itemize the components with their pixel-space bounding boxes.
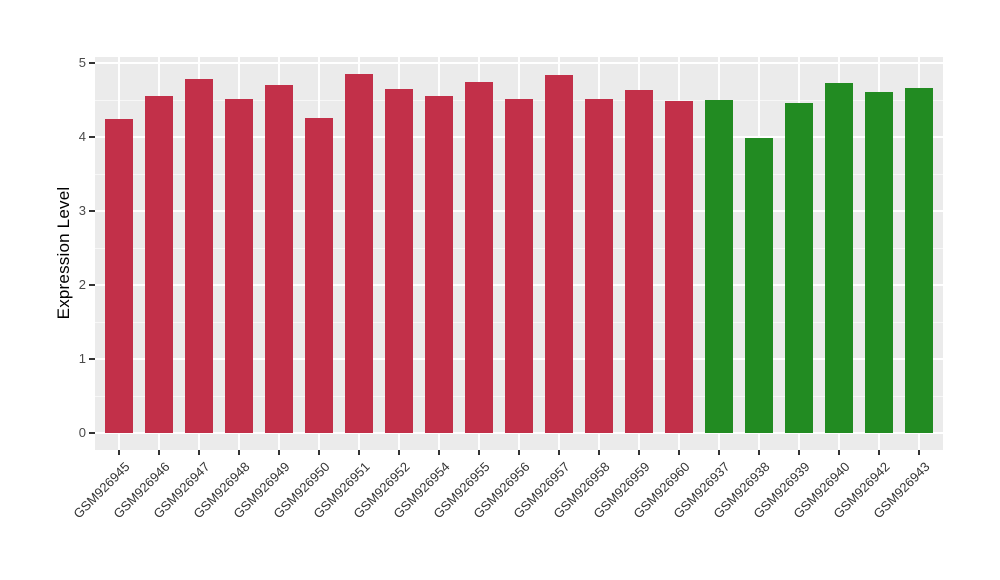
- bar: [665, 100, 693, 433]
- plot-panel: [95, 57, 943, 450]
- x-tick: [358, 450, 360, 455]
- bar: [145, 96, 173, 433]
- y-tick: [89, 210, 95, 212]
- x-tick: [918, 450, 920, 455]
- bar: [345, 74, 373, 433]
- bar: [905, 88, 933, 433]
- y-tick: [89, 358, 95, 360]
- y-tick: [89, 62, 95, 64]
- bar: [265, 85, 293, 433]
- bar: [625, 90, 653, 433]
- y-tick: [89, 284, 95, 286]
- x-tick: [438, 450, 440, 455]
- bar: [865, 91, 893, 433]
- y-tick: [89, 136, 95, 138]
- y-tick-label: 5: [78, 55, 86, 70]
- y-tick-label: 2: [78, 277, 86, 292]
- x-tick: [398, 450, 400, 455]
- x-tick: [638, 450, 640, 455]
- bar: [425, 95, 453, 433]
- y-tick-label: 0: [78, 425, 86, 440]
- bar: [505, 99, 533, 433]
- x-tick: [118, 450, 120, 455]
- bar: [705, 100, 733, 433]
- x-tick: [678, 450, 680, 455]
- x-tick: [518, 450, 520, 455]
- x-tick: [598, 450, 600, 455]
- x-tick: [158, 450, 160, 455]
- x-tick: [878, 450, 880, 455]
- bar: [585, 99, 613, 433]
- bar: [785, 102, 813, 433]
- bar: [305, 117, 333, 433]
- bar: [745, 138, 773, 433]
- x-tick: [758, 450, 760, 455]
- y-tick: [89, 432, 95, 434]
- x-tick: [318, 450, 320, 455]
- x-tick: [718, 450, 720, 455]
- bar: [185, 78, 213, 433]
- x-tick: [558, 450, 560, 455]
- x-tick: [238, 450, 240, 455]
- x-tick: [278, 450, 280, 455]
- x-tick: [838, 450, 840, 455]
- bar: [385, 88, 413, 433]
- x-tick: [798, 450, 800, 455]
- bar: [105, 118, 133, 433]
- y-tick-label: 3: [78, 203, 86, 218]
- bar: [225, 99, 253, 433]
- x-tick: [478, 450, 480, 455]
- bar: [825, 82, 853, 433]
- x-tick: [198, 450, 200, 455]
- bar: [545, 74, 573, 433]
- y-tick-label: 1: [78, 351, 86, 366]
- y-tick-label: 4: [78, 129, 86, 144]
- bar: [465, 82, 493, 433]
